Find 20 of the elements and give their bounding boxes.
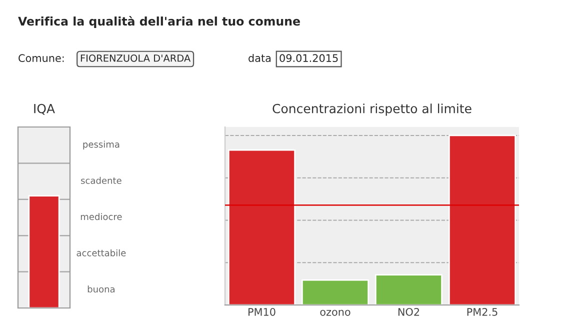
text: data xyxy=(248,54,271,62)
chart-title: IQA xyxy=(34,104,55,115)
bar xyxy=(374,274,443,305)
bar xyxy=(448,134,516,305)
x-tick-label: PM2.5 xyxy=(467,308,498,316)
text: scadente xyxy=(81,176,122,184)
text: FIORENZUOLA D'ARDA xyxy=(80,54,191,62)
chart-title: Concentrazioni rispetto al limite xyxy=(272,104,472,116)
text: pessima xyxy=(83,140,120,150)
text: mediocre xyxy=(80,213,122,220)
x-tick-label: NO2 xyxy=(398,308,420,316)
x-tick-label: ozono xyxy=(320,310,350,316)
text: 09.01.2015 xyxy=(280,54,338,62)
text: Comune: xyxy=(18,54,64,62)
text: accettabile xyxy=(76,249,126,256)
text: Verifica la qualità dell'aria nel tuo comune xyxy=(18,16,300,28)
bar xyxy=(228,149,296,305)
x-tick-label: PM10 xyxy=(248,308,276,316)
bar xyxy=(301,279,370,305)
text: buona xyxy=(88,286,114,293)
